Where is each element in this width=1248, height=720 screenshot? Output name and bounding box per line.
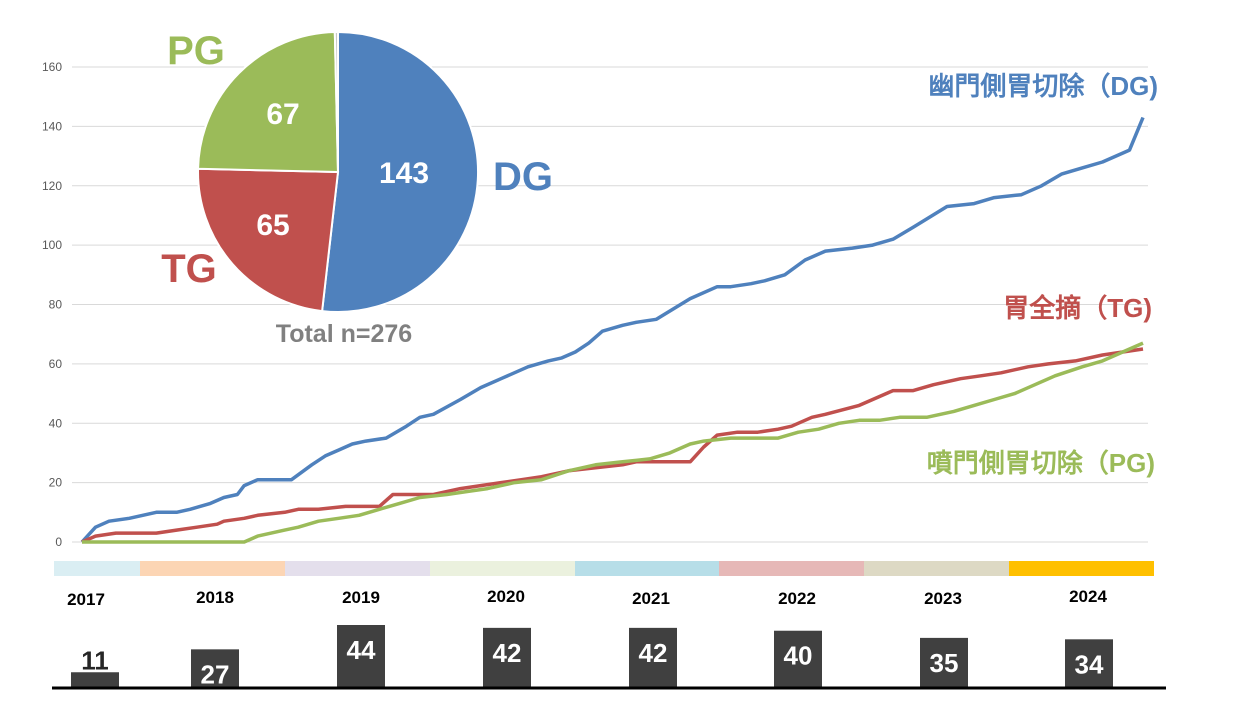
series-line-tg: [81, 347, 1144, 544]
bar-value-2024: 34: [1075, 649, 1104, 679]
bar-2020: [483, 627, 531, 688]
bar-value-2021: 42: [639, 638, 668, 668]
year-label-2017: 2017: [67, 590, 105, 609]
year-band-2018: [140, 561, 285, 576]
pie-slice-pg: [197, 31, 340, 174]
year-label-2020: 2020: [487, 587, 525, 606]
year-label-2021: 2021: [632, 589, 670, 608]
pie-total-caption: Total n=276: [276, 320, 412, 348]
y-tick-label: 140: [42, 119, 62, 133]
bar-2024: [1065, 639, 1113, 688]
year-label-2024: 2024: [1069, 587, 1107, 606]
pie-value-tg: 65: [256, 209, 289, 242]
pie-slice-dg: [320, 30, 480, 313]
bar-2019: [337, 625, 385, 688]
year-label-2019: 2019: [342, 588, 380, 607]
y-tick-label: 0: [55, 535, 62, 549]
series-labels: 幽門側胃切除（DG) 胃全摘（TG) 噴門側胃切除（PG): [927, 71, 1158, 478]
bar-value-2020: 42: [493, 638, 522, 668]
bar-2017: [71, 672, 119, 688]
bar-2021: [629, 627, 677, 688]
bar-value-2017: 11: [81, 645, 109, 675]
y-tick-label: 80: [49, 298, 63, 312]
year-band-2024: [1009, 561, 1154, 576]
bar-value-2023: 35: [930, 648, 959, 678]
year-band-2017: [54, 561, 140, 576]
cumulative-lines: [80, 116, 1145, 544]
pie-slice-tg: [197, 167, 340, 313]
y-tick-label: 20: [49, 476, 63, 490]
series-label-dg: 幽門側胃切除（DG): [928, 71, 1158, 101]
bar-value-2018: 27: [201, 659, 230, 689]
pie-label-dg: DG: [493, 155, 553, 199]
pie-chart: [197, 30, 480, 313]
pie-value-dg: 143: [379, 157, 429, 190]
year-label-2023: 2023: [924, 589, 962, 608]
series-line-dg: [80, 116, 1145, 544]
year-label-2018: 2018: [196, 588, 234, 607]
y-tick-label: 160: [42, 60, 62, 74]
annual-bars: 11 27 44 42 42 40 35 34: [71, 625, 1113, 689]
series-label-tg: 胃全摘（TG): [1003, 293, 1152, 323]
year-band-2022: [719, 561, 864, 576]
y-tick-label: 100: [42, 238, 62, 252]
bar-2018: [191, 649, 239, 688]
year-bands: [54, 561, 1154, 576]
pie-label-tg: TG: [161, 247, 217, 291]
year-label-2022: 2022: [778, 589, 816, 608]
y-tick-label: 120: [42, 179, 62, 193]
series-line-pg: [82, 341, 1144, 544]
pie-slice-other: [333, 30, 339, 173]
series-label-pg: 噴門側胃切除（PG): [927, 448, 1155, 478]
bar-value-2022: 40: [784, 641, 813, 671]
year-labels: 2017 2018 2019 2020 2021 2022 2023 2024: [67, 587, 1107, 609]
y-tick-label: 40: [49, 416, 63, 430]
bar-2023: [920, 637, 968, 688]
y-tick-label: 60: [49, 357, 63, 371]
pie-label-pg: PG: [167, 29, 225, 73]
year-band-2023: [864, 561, 1009, 576]
year-band-2020: [430, 561, 575, 576]
y-axis-ticks: 0 20 40 60 80 100 120 140 160: [42, 60, 62, 549]
pie-value-pg: 67: [266, 98, 299, 131]
year-band-2019: [285, 561, 430, 576]
bar-value-2019: 44: [347, 635, 376, 665]
bar-2022: [774, 630, 822, 688]
year-band-2021: [575, 561, 719, 576]
pie-labels: 143 65 67 DG TG PG Total n=276: [161, 29, 553, 348]
